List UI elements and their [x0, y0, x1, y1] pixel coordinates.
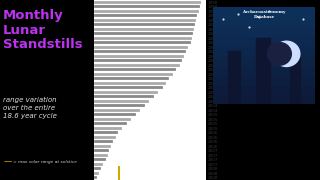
Bar	[290, 58, 300, 104]
Circle shape	[268, 42, 291, 65]
Text: = max solar range at solstice: = max solar range at solstice	[13, 160, 77, 164]
Circle shape	[273, 41, 300, 66]
Bar	[94, 172, 99, 175]
Bar	[256, 38, 270, 104]
Bar	[94, 158, 106, 161]
Bar	[94, 5, 200, 8]
Bar	[94, 28, 194, 31]
Bar	[213, 7, 315, 17]
Bar	[94, 41, 191, 44]
Bar	[94, 145, 111, 148]
Bar	[94, 32, 193, 35]
Bar	[94, 14, 197, 17]
Bar	[94, 50, 186, 53]
Bar	[94, 131, 118, 134]
Bar	[94, 127, 122, 130]
Bar	[94, 59, 182, 62]
Bar	[94, 77, 170, 80]
Bar	[94, 82, 166, 85]
Bar	[94, 154, 108, 157]
Bar	[213, 75, 315, 85]
Bar	[94, 55, 184, 58]
Text: range variation
over the entire
18.6 year cycle: range variation over the entire 18.6 yea…	[3, 97, 57, 119]
Text: —: —	[3, 158, 12, 166]
Bar	[213, 95, 315, 104]
Bar	[94, 100, 149, 103]
Bar	[94, 19, 196, 22]
Bar	[94, 167, 101, 170]
Bar	[94, 104, 145, 107]
Bar	[94, 113, 136, 116]
Bar	[213, 17, 315, 27]
Bar	[94, 37, 192, 40]
Bar	[213, 56, 315, 66]
Bar	[94, 10, 198, 13]
Bar	[94, 1, 201, 4]
Bar	[94, 109, 140, 112]
Bar	[94, 73, 173, 76]
Bar	[228, 51, 240, 104]
Bar	[94, 46, 188, 49]
Bar	[94, 68, 176, 71]
Bar	[94, 86, 163, 89]
Bar	[94, 95, 154, 98]
Bar	[213, 27, 315, 36]
Bar	[213, 46, 315, 56]
Bar	[94, 91, 158, 94]
Bar	[94, 163, 103, 166]
Bar	[94, 23, 195, 26]
Text: Monthly
Lunar
Standstills: Monthly Lunar Standstills	[3, 9, 83, 51]
Bar	[94, 136, 116, 139]
Text: Archaeoastronomy
Database: Archaeoastronomy Database	[242, 10, 286, 19]
Bar	[94, 64, 180, 67]
Bar	[94, 140, 114, 143]
Bar	[94, 149, 109, 152]
Bar	[94, 118, 132, 121]
Bar	[213, 85, 315, 95]
Bar	[213, 36, 315, 46]
Bar	[94, 122, 127, 125]
Bar	[94, 176, 97, 179]
Bar	[213, 66, 315, 75]
